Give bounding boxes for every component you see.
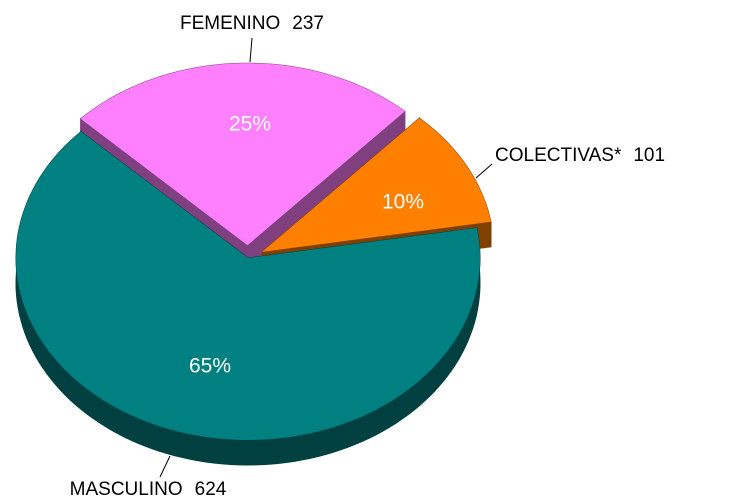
leader-line xyxy=(475,163,493,179)
leader-line xyxy=(159,455,171,478)
slice xyxy=(80,63,405,246)
value-label: 624 xyxy=(195,479,227,500)
percent-label: 65% xyxy=(189,355,231,378)
slice xyxy=(16,131,480,440)
leader-line xyxy=(249,37,253,63)
percent-label: 25% xyxy=(229,113,271,136)
percent-label: 10% xyxy=(382,191,424,214)
slice-label: COLECTIVAS* 101 xyxy=(495,145,665,166)
category-name: MASCULINO xyxy=(70,479,183,500)
category-name: COLECTIVAS* xyxy=(495,145,622,166)
category-name: FEMENINO xyxy=(180,13,280,34)
value-label: 237 xyxy=(292,13,324,34)
slice-label: MASCULINO 624 xyxy=(70,479,227,500)
slice-label: FEMENINO 237 xyxy=(180,13,324,34)
slice xyxy=(262,118,491,252)
value-label: 101 xyxy=(633,145,665,166)
